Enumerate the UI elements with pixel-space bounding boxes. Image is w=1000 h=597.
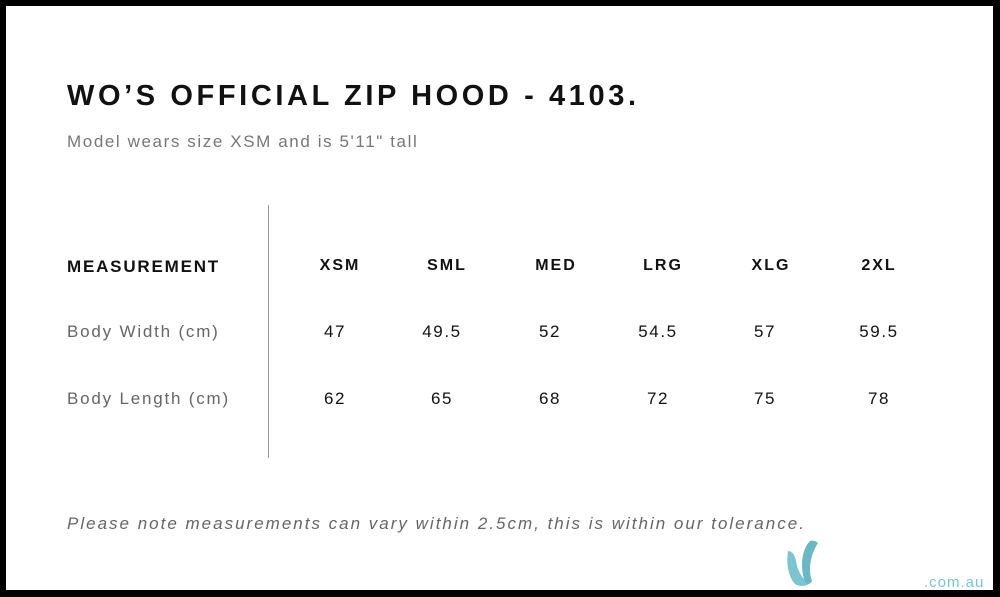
size-header-2xl: 2XL bbox=[861, 257, 897, 274]
column-divider bbox=[268, 205, 269, 458]
size-header-lrg: LRG bbox=[643, 257, 683, 274]
measurement-header: MEASUREMENT bbox=[67, 257, 220, 276]
size-header-xsm: XSM bbox=[319, 257, 361, 274]
table-cell: 65 bbox=[430, 389, 454, 408]
table-cell: 49.5 bbox=[422, 322, 462, 341]
tolerance-note: Please note measurements can vary within… bbox=[67, 514, 806, 533]
page-title: WO’S OFFICIAL ZIP HOOD - 4103. bbox=[67, 80, 640, 112]
size-header-xlg: XLG bbox=[751, 257, 791, 274]
table-cell: 57 bbox=[753, 322, 777, 341]
table-cell: 72 bbox=[646, 389, 670, 408]
row-label-body-width: Body Width (cm) bbox=[67, 322, 220, 341]
table-cell: 62 bbox=[323, 389, 347, 408]
size-header-sml: SML bbox=[427, 257, 467, 274]
size-header-med: MED bbox=[535, 257, 577, 274]
table-cell: 68 bbox=[538, 389, 562, 408]
table-cell: 47 bbox=[323, 322, 347, 341]
brand-logo-icon bbox=[787, 540, 818, 586]
table-cell: 59.5 bbox=[859, 322, 899, 341]
table-cell: 54.5 bbox=[638, 322, 678, 341]
table-cell: 78 bbox=[867, 389, 891, 408]
table-cell: 75 bbox=[753, 389, 777, 408]
brand-domain: .com.au bbox=[924, 574, 985, 591]
size-chart-card: WO’S OFFICIAL ZIP HOOD - 4103. Model wea… bbox=[6, 6, 993, 591]
model-info: Model wears size XSM and is 5'11" tall bbox=[67, 132, 419, 151]
table-cell: 52 bbox=[538, 322, 562, 341]
row-label-body-length: Body Length (cm) bbox=[67, 389, 230, 408]
